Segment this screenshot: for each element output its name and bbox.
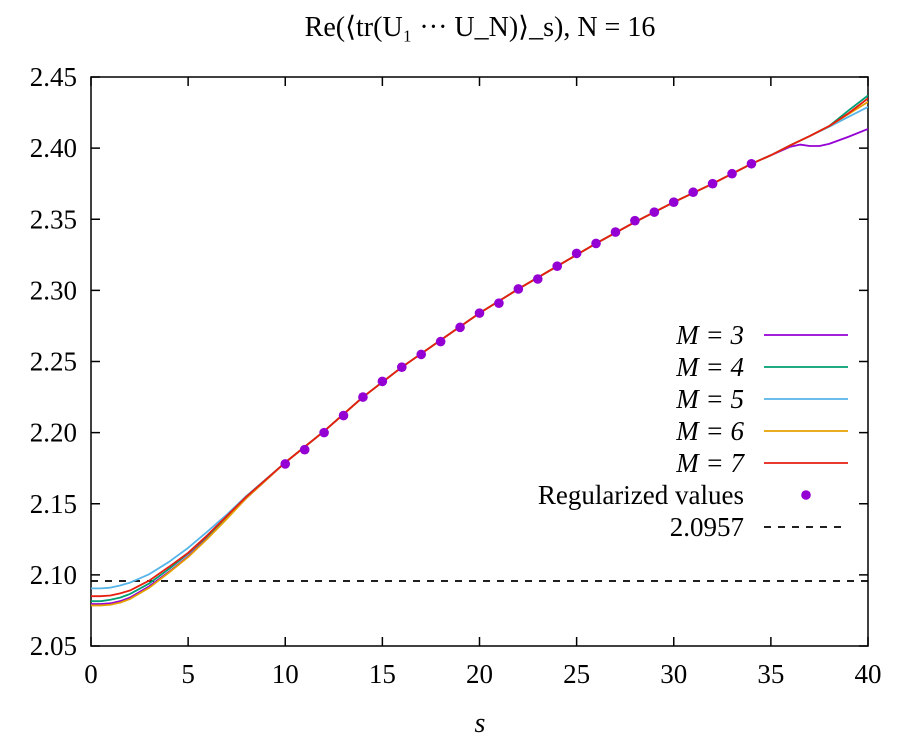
legend-label: M = 3 (675, 320, 744, 350)
regularized-point (358, 392, 368, 402)
x-tick-label: 10 (272, 659, 299, 689)
legend-label: M = 4 (675, 352, 744, 382)
series-line-m4 (91, 94, 868, 603)
regularized-point (630, 215, 640, 226)
legend-swatch-point (801, 490, 811, 500)
regularized-point (435, 336, 446, 347)
x-tick-label: 25 (563, 659, 590, 689)
y-tick-label: 2.25 (30, 347, 77, 377)
x-tick-label: 30 (660, 659, 687, 689)
regularized-point (591, 238, 601, 249)
y-tick-label: 2.30 (30, 275, 77, 305)
series-line-m7 (91, 97, 868, 598)
x-tick-label: 40 (855, 659, 882, 689)
y-tick-label: 2.05 (30, 631, 77, 661)
regularized-point (513, 284, 524, 294)
regularized-point (707, 178, 718, 189)
y-tick-label: 2.40 (30, 133, 77, 163)
regularized-point (338, 410, 349, 421)
x-tick-label: 5 (181, 659, 195, 689)
x-axis-label: s (475, 708, 486, 739)
regularized-point (727, 168, 737, 179)
regularized-point (299, 444, 310, 455)
x-tick-label: 20 (466, 659, 493, 689)
x-tick-label: 0 (84, 659, 98, 689)
y-tick-label: 2.45 (30, 62, 77, 92)
series-line-m3 (91, 128, 868, 605)
regularized-point (688, 187, 698, 198)
y-tick-label: 2.35 (30, 204, 77, 234)
x-tick-label: 15 (369, 659, 396, 689)
regularized-point (571, 248, 582, 259)
regularized-point (610, 227, 621, 237)
regularized-point (455, 322, 465, 333)
regularized-point (552, 261, 562, 271)
legend-label: M = 7 (675, 448, 745, 478)
regularized-point (280, 459, 291, 469)
legend-label: Regularized values (538, 480, 744, 510)
legend-label: 2.0957 (670, 512, 744, 542)
series-line-m5 (91, 106, 868, 590)
y-tick-label: 2.20 (30, 418, 77, 448)
regularized-point (377, 376, 388, 387)
legend-label: M = 6 (675, 416, 744, 446)
regularized-point (474, 308, 485, 318)
y-tick-label: 2.15 (30, 489, 77, 519)
regularized-point (494, 298, 504, 308)
chart-title: Re(⟨tr(U₁ ··· U_N)⟩_s), N = 16 (305, 12, 656, 43)
series-line-m6 (91, 101, 868, 607)
y-tick-label: 2.10 (30, 560, 77, 590)
regularized-point (319, 427, 329, 438)
regularized-point (397, 362, 407, 372)
regularized-point (649, 207, 660, 217)
legend-label: M = 5 (675, 384, 744, 414)
regularized-point (532, 274, 543, 284)
regularized-point (746, 158, 757, 169)
regularized-point (668, 197, 679, 207)
x-tick-label: 35 (757, 659, 784, 689)
regularized-point (416, 349, 427, 360)
